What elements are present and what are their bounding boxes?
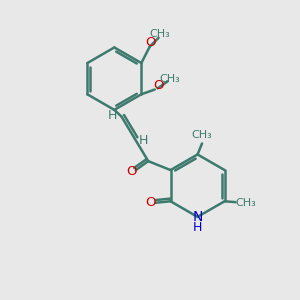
Text: CH₃: CH₃ <box>160 74 181 84</box>
Text: O: O <box>145 36 155 50</box>
Text: O: O <box>126 165 136 178</box>
Text: CH₃: CH₃ <box>236 198 256 208</box>
Text: H: H <box>139 134 148 147</box>
Text: O: O <box>145 196 156 209</box>
Text: O: O <box>153 79 164 92</box>
Text: CH₃: CH₃ <box>150 29 170 39</box>
Text: N: N <box>192 210 203 224</box>
Text: H: H <box>108 109 117 122</box>
Text: CH₃: CH₃ <box>192 130 212 140</box>
Text: H: H <box>193 221 202 234</box>
